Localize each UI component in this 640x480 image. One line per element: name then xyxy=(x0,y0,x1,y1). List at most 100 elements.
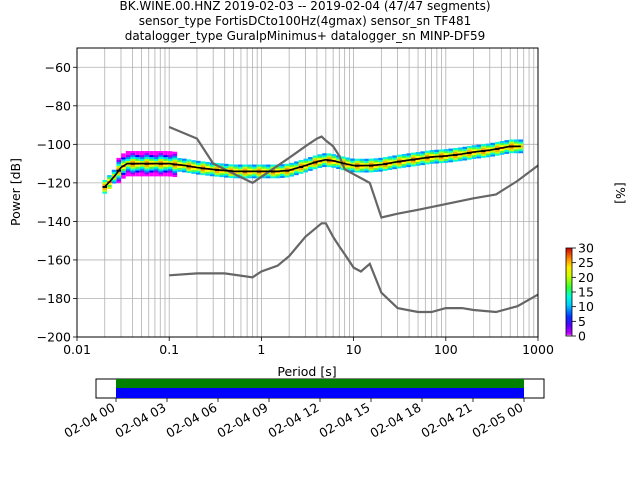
pdf-cell xyxy=(481,146,486,149)
pdf-cell xyxy=(471,156,477,159)
pdf-cell xyxy=(135,158,140,161)
pdf-cell xyxy=(107,177,112,180)
pdf-cell xyxy=(163,168,168,171)
pdf-cell xyxy=(513,143,519,146)
pdf-cell xyxy=(181,162,187,165)
pdf-cell xyxy=(317,158,323,161)
pdf-cell xyxy=(410,152,416,155)
pdf-cell xyxy=(495,141,500,145)
pdf-cell xyxy=(261,168,266,171)
pdf-cell xyxy=(186,167,192,170)
pdf-cell xyxy=(219,165,224,168)
pdf-cell xyxy=(434,159,439,162)
y-tick-label: −60 xyxy=(45,60,71,75)
pdf-cell xyxy=(121,155,126,158)
pdf-cell xyxy=(219,171,224,174)
pdf-cell xyxy=(284,167,290,170)
pdf-cell xyxy=(457,158,463,162)
pdf-cell xyxy=(298,163,304,167)
pdf-cell xyxy=(340,167,346,171)
pdf-cell xyxy=(308,160,313,164)
pdf-cell xyxy=(495,143,500,147)
pdf-cell xyxy=(247,168,252,171)
pdf-cell xyxy=(406,164,411,168)
pdf-cell xyxy=(331,165,337,168)
pdf-cell xyxy=(172,170,178,174)
pdf-cell xyxy=(130,154,136,158)
pdf-cell xyxy=(485,145,491,148)
pdf-cell xyxy=(434,157,439,160)
pdf-cell xyxy=(490,154,496,157)
title-line-3: datalogger_type GuralpMinimus+ datalogge… xyxy=(125,29,486,43)
pdf-cell xyxy=(153,170,159,173)
pdf-cell xyxy=(219,173,224,176)
pdf-cell xyxy=(364,170,369,173)
pdf-cell xyxy=(153,154,159,158)
pdf-cell xyxy=(172,159,178,162)
pdf-cell xyxy=(266,168,271,171)
pdf-cell xyxy=(462,150,467,153)
pdf-cell xyxy=(364,166,369,169)
pdf-cell xyxy=(121,176,126,179)
colorbar-tick-label: 30 xyxy=(578,241,594,256)
pdf-cell xyxy=(504,142,510,145)
pdf-cell xyxy=(424,150,430,153)
pdf-cell xyxy=(476,156,481,159)
pdf-cell xyxy=(317,156,323,159)
pdf-cell xyxy=(214,174,220,177)
pdf-cell xyxy=(495,145,500,148)
pdf-cell xyxy=(256,174,262,177)
pdf-cell xyxy=(289,174,295,177)
pdf-cell xyxy=(135,160,140,163)
pdf-cell xyxy=(186,163,192,166)
pdf-cell xyxy=(443,152,449,156)
pdf-cell xyxy=(158,168,164,171)
colorbar-tick-label: 10 xyxy=(578,299,594,314)
plot-frame xyxy=(76,47,539,338)
pdf-cell xyxy=(359,160,365,163)
pdf-cell xyxy=(518,149,524,152)
pdf-cell xyxy=(490,144,496,147)
pdf-cell xyxy=(308,168,313,171)
pdf-cell xyxy=(401,161,407,164)
title-line-1: BK.WINE.00.HNZ 2019-02-03 -- 2019-02-04 … xyxy=(119,0,490,13)
pdf-cell xyxy=(396,154,402,157)
pdf-cell xyxy=(495,153,500,156)
pdf-cell xyxy=(181,168,187,171)
pdf-cell xyxy=(429,157,435,160)
pdf-cell xyxy=(116,167,122,170)
timeline-tick-label: 02-04 00 xyxy=(61,400,117,441)
pdf-cell xyxy=(396,162,402,165)
pdf-cell xyxy=(163,151,168,154)
pdf-cell xyxy=(434,161,439,164)
pdf-cell xyxy=(209,164,215,167)
pdf-cell xyxy=(303,158,309,161)
pdf-cell xyxy=(513,147,519,150)
pdf-cell xyxy=(345,165,351,168)
pdf-cell xyxy=(424,158,430,161)
pdf-cell xyxy=(331,156,337,159)
pdf-cell xyxy=(354,166,360,169)
y-axis-label: Power [dB] xyxy=(8,158,23,226)
pdf-cell xyxy=(359,162,365,165)
pdf-cell xyxy=(368,170,374,173)
pdf-cell xyxy=(107,178,112,182)
pdf-cell xyxy=(233,164,238,167)
pdf-cell xyxy=(312,165,318,168)
pdf-cell xyxy=(350,158,355,161)
pdf-cell xyxy=(153,172,159,175)
pdf-cell xyxy=(467,147,472,151)
pdf-cell xyxy=(181,158,187,161)
pdf-cell xyxy=(410,164,416,167)
pdf-cell xyxy=(153,156,159,160)
pdf-cell xyxy=(107,182,112,186)
pdf-cell xyxy=(214,166,220,170)
pdf-cell xyxy=(256,164,262,167)
pdf-cell xyxy=(345,167,351,170)
pdf-cell xyxy=(195,164,201,167)
pdf-cell xyxy=(499,141,505,144)
pdf-cell xyxy=(368,158,374,161)
colorbar-tick-label: 0 xyxy=(578,329,586,344)
pdf-cell xyxy=(429,153,435,157)
pdf-cell xyxy=(144,152,150,156)
